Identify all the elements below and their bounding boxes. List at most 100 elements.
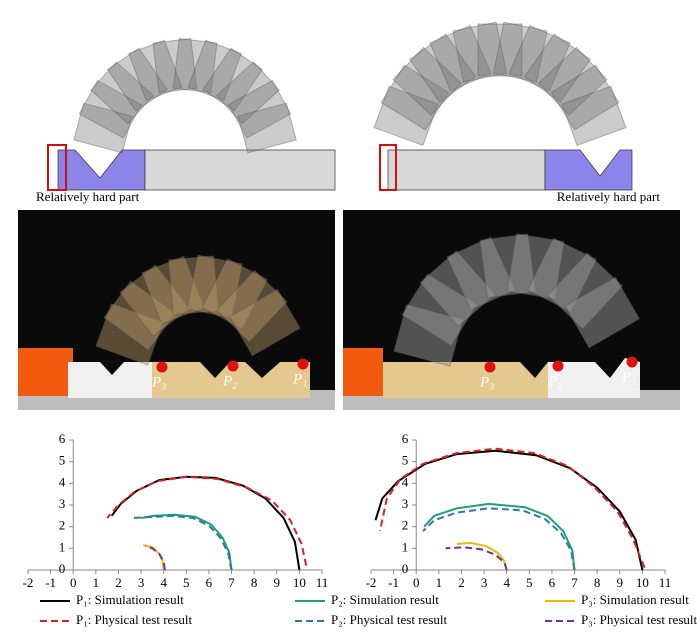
series-line (456, 541, 508, 571)
x-tick-label: 1 (436, 575, 443, 590)
frame (492, 21, 548, 83)
x-tick-label: 8 (251, 575, 258, 590)
x-tick-label: 10 (293, 575, 306, 590)
caption: Relatively hard part (36, 189, 140, 204)
x-tick-label: -2 (366, 575, 377, 590)
frame (373, 85, 439, 147)
frame (215, 61, 280, 125)
clamp (18, 348, 73, 396)
caption: Relatively hard part (557, 189, 661, 204)
frame (523, 33, 591, 103)
photo-left: P₃ P₂ P₁ (18, 210, 335, 410)
point-marker (626, 356, 638, 368)
frames: P₃ P₂ P₁ (95, 254, 309, 390)
simulation-right: Relatively hard part (373, 21, 661, 204)
sim-frames (73, 37, 297, 154)
frame (215, 269, 288, 342)
x-tick-label: 8 (594, 575, 601, 590)
photo-right: P₃ P₂ P₁ (343, 210, 680, 410)
series-line (106, 475, 308, 566)
point-label: P₂ (222, 373, 237, 389)
y-tick-label: 2 (402, 518, 409, 533)
x-tick-label: 2 (458, 575, 465, 590)
x-tick-label: 9 (617, 575, 624, 590)
x-tick-label: 11 (316, 575, 329, 590)
soft-part (387, 149, 546, 191)
frame (106, 47, 168, 112)
x-tick-label: 1 (93, 575, 100, 590)
frame (561, 85, 627, 147)
series-line (140, 513, 233, 571)
point-label: P₃ (151, 374, 166, 390)
x-tick-label: 7 (228, 575, 235, 590)
x-tick-label: -1 (45, 575, 56, 590)
x-tick-label: 0 (70, 575, 77, 590)
hard-part (57, 149, 146, 191)
frame (201, 258, 268, 329)
point-label: P₃ (479, 374, 494, 390)
frame (380, 64, 450, 131)
series-line (445, 546, 508, 571)
series-line (131, 514, 233, 571)
white-block (68, 362, 152, 398)
y-tick-label: 5 (59, 453, 66, 468)
frame (564, 276, 641, 349)
frame (186, 254, 243, 319)
frame (78, 79, 143, 139)
frame (452, 21, 508, 83)
x-tick-label: 6 (549, 575, 556, 590)
frame (119, 264, 190, 337)
frame (128, 39, 183, 102)
y-tick-label: 4 (402, 474, 409, 489)
x-tick-label: 10 (636, 575, 649, 590)
point-marker (484, 361, 496, 373)
y-tick-label: 4 (59, 474, 66, 489)
legend-label: P₃: Simulation result (581, 592, 689, 607)
frame (152, 37, 198, 94)
y-tick-label: 0 (402, 561, 409, 576)
frame (477, 23, 523, 77)
frame (103, 280, 176, 351)
x-tick-label: -1 (388, 575, 399, 590)
x-tick-label: 3 (138, 575, 145, 590)
frame (95, 303, 164, 366)
frame (187, 39, 242, 102)
frame (168, 255, 219, 316)
white-block (548, 358, 640, 398)
frame (409, 33, 477, 103)
y-tick-label: 2 (59, 518, 66, 533)
legend-label: P₁: Physical test result (76, 612, 192, 627)
series-line (379, 447, 646, 569)
frame (229, 288, 301, 357)
y-tick-label: 3 (59, 496, 66, 511)
frame (237, 102, 297, 154)
x-tick-label: 5 (526, 575, 533, 590)
y-tick-label: 1 (59, 539, 66, 554)
y-tick-label: 6 (402, 431, 409, 446)
x-tick-label: -2 (23, 575, 34, 590)
frame (392, 46, 462, 116)
frame (73, 102, 133, 154)
point-marker (297, 358, 309, 370)
series-line (423, 502, 576, 571)
frame (538, 46, 608, 116)
x-tick-label: 4 (160, 575, 167, 590)
legend-label: P₂: Simulation result (331, 592, 439, 607)
x-tick-label: 11 (659, 575, 672, 590)
x-tick-label: 2 (115, 575, 122, 590)
point-marker (552, 360, 564, 372)
series-line (374, 449, 644, 571)
frame (141, 255, 205, 325)
frames: P₃ P₂ P₁ (393, 233, 641, 390)
series-line (422, 507, 576, 571)
series-line (145, 545, 166, 571)
point-label: P₂ (547, 373, 562, 389)
wood-block (152, 362, 310, 398)
point-marker (156, 361, 168, 373)
sim-frames (373, 21, 627, 147)
frame (90, 61, 155, 125)
x-tick-label: 7 (571, 575, 578, 590)
point-marker (227, 360, 239, 372)
